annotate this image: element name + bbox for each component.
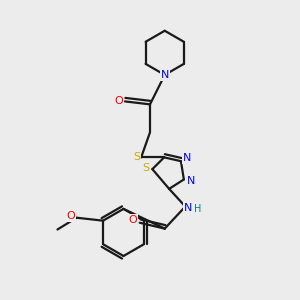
Text: N: N <box>184 203 192 213</box>
Text: N: N <box>160 70 169 80</box>
Text: S: S <box>142 163 149 173</box>
Text: H: H <box>194 204 201 214</box>
Text: N: N <box>183 153 192 163</box>
Text: O: O <box>129 215 138 225</box>
Text: N: N <box>187 176 195 186</box>
Text: O: O <box>114 96 123 106</box>
Text: S: S <box>133 152 140 162</box>
Text: O: O <box>66 211 75 221</box>
